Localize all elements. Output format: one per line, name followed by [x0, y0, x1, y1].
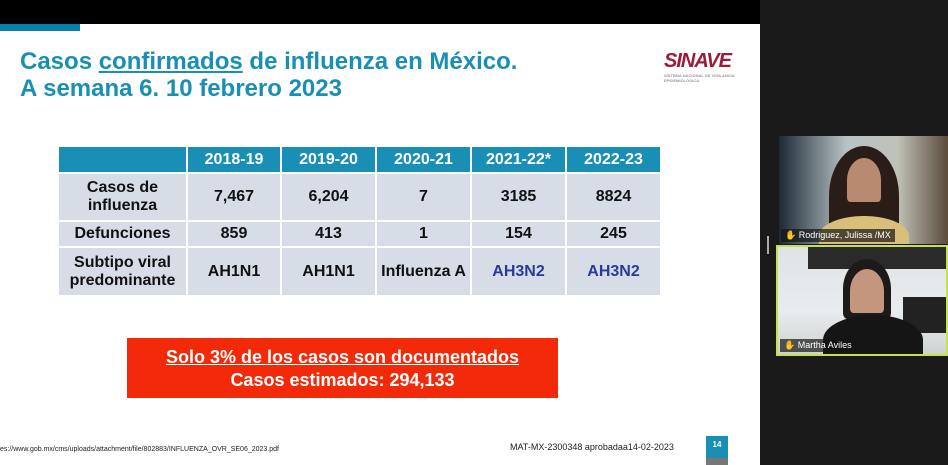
- bookshelf: [808, 247, 946, 269]
- cell: AH1N1: [186, 246, 282, 297]
- participant-name: Martha Aviles: [797, 340, 852, 350]
- header-cell: [57, 145, 188, 174]
- callout-box: Solo 3% de los casos son documentados Ca…: [127, 338, 558, 398]
- participant-video-active-speaker[interactable]: ✋ Martha Aviles: [776, 245, 948, 356]
- row-label: Defunciones: [57, 220, 188, 248]
- source-link: es://www.gob.mx/cms/uploads/attachment/f…: [0, 446, 279, 453]
- page-number-bar: [706, 458, 728, 465]
- cell: AH1N1: [280, 246, 377, 297]
- callout-line1: Solo 3% de los casos son documentados: [165, 347, 520, 367]
- header-cell: 2018-19: [186, 145, 282, 174]
- participant-video[interactable]: ✋ Rodriguez, Julissa /MX: [779, 136, 948, 244]
- header-cell: 2020-21: [375, 145, 472, 174]
- cell: 7: [375, 172, 472, 222]
- page-number: 14: [706, 436, 728, 458]
- sinave-logo: SINAVE SISTEMA NACIONAL DE VIGILANCIA EPI…: [664, 50, 735, 83]
- row-label: Subtipo viral predominante: [57, 246, 188, 297]
- title-text: de influenza en México.: [242, 48, 518, 75]
- cell: 6,204: [280, 172, 377, 222]
- header-cell: 2021-22*: [470, 145, 567, 174]
- participant-face: [850, 269, 884, 313]
- participant-name-tag: ✋ Rodriguez, Julissa /MX: [781, 229, 895, 242]
- table-row: Subtipo viral predominante AH1N1 AH1N1 I…: [57, 246, 662, 297]
- participant-face: [847, 158, 881, 202]
- callout-line2: Casos estimados: 294,133: [230, 370, 455, 390]
- cell: 154: [470, 220, 567, 248]
- table-row: Defunciones 859 413 1 154 245: [57, 220, 662, 248]
- cell: AH3N2: [565, 246, 662, 297]
- header-cell: 2019-20: [280, 145, 377, 174]
- cell: 3185: [470, 172, 567, 222]
- cell: 7,467: [186, 172, 282, 222]
- panel-resize-handle[interactable]: [767, 236, 769, 254]
- table-row: Casos de influenza 7,467 6,204 7 3185 88…: [57, 172, 662, 222]
- cell: AH3N2: [470, 246, 567, 297]
- cell: 245: [565, 220, 662, 248]
- top-bar: [0, 0, 760, 24]
- table-header-row: 2018-19 2019-20 2020-21 2021-22* 2022-23: [57, 145, 662, 174]
- cell: 8824: [565, 172, 662, 222]
- cell: Influenza A: [375, 246, 472, 297]
- title-line2: A semana 6. 10 febrero 2023: [20, 75, 342, 102]
- slide-accent-tab: [0, 24, 80, 31]
- slide-title: Casos confirmados de influenza en México…: [20, 48, 517, 102]
- shared-slide: Casos confirmados de influenza en México…: [0, 0, 760, 465]
- cell: 859: [186, 220, 282, 248]
- title-underlined: confirmados: [98, 48, 243, 75]
- row-label: Casos de influenza: [57, 172, 188, 222]
- influenza-table: 2018-19 2019-20 2020-21 2021-22* 2022-23…: [57, 145, 662, 297]
- cell: 413: [280, 220, 377, 248]
- cell: 1: [375, 220, 472, 248]
- participant-name: Rodriguez, Julissa /MX: [798, 230, 891, 240]
- title-text: Casos: [20, 48, 99, 75]
- participant-name-tag: ✋ Martha Aviles: [780, 339, 856, 352]
- approval-code: MAT-MX-2300348 aprobadaa14-02-2023: [510, 442, 674, 452]
- header-cell: 2022-23: [565, 145, 662, 174]
